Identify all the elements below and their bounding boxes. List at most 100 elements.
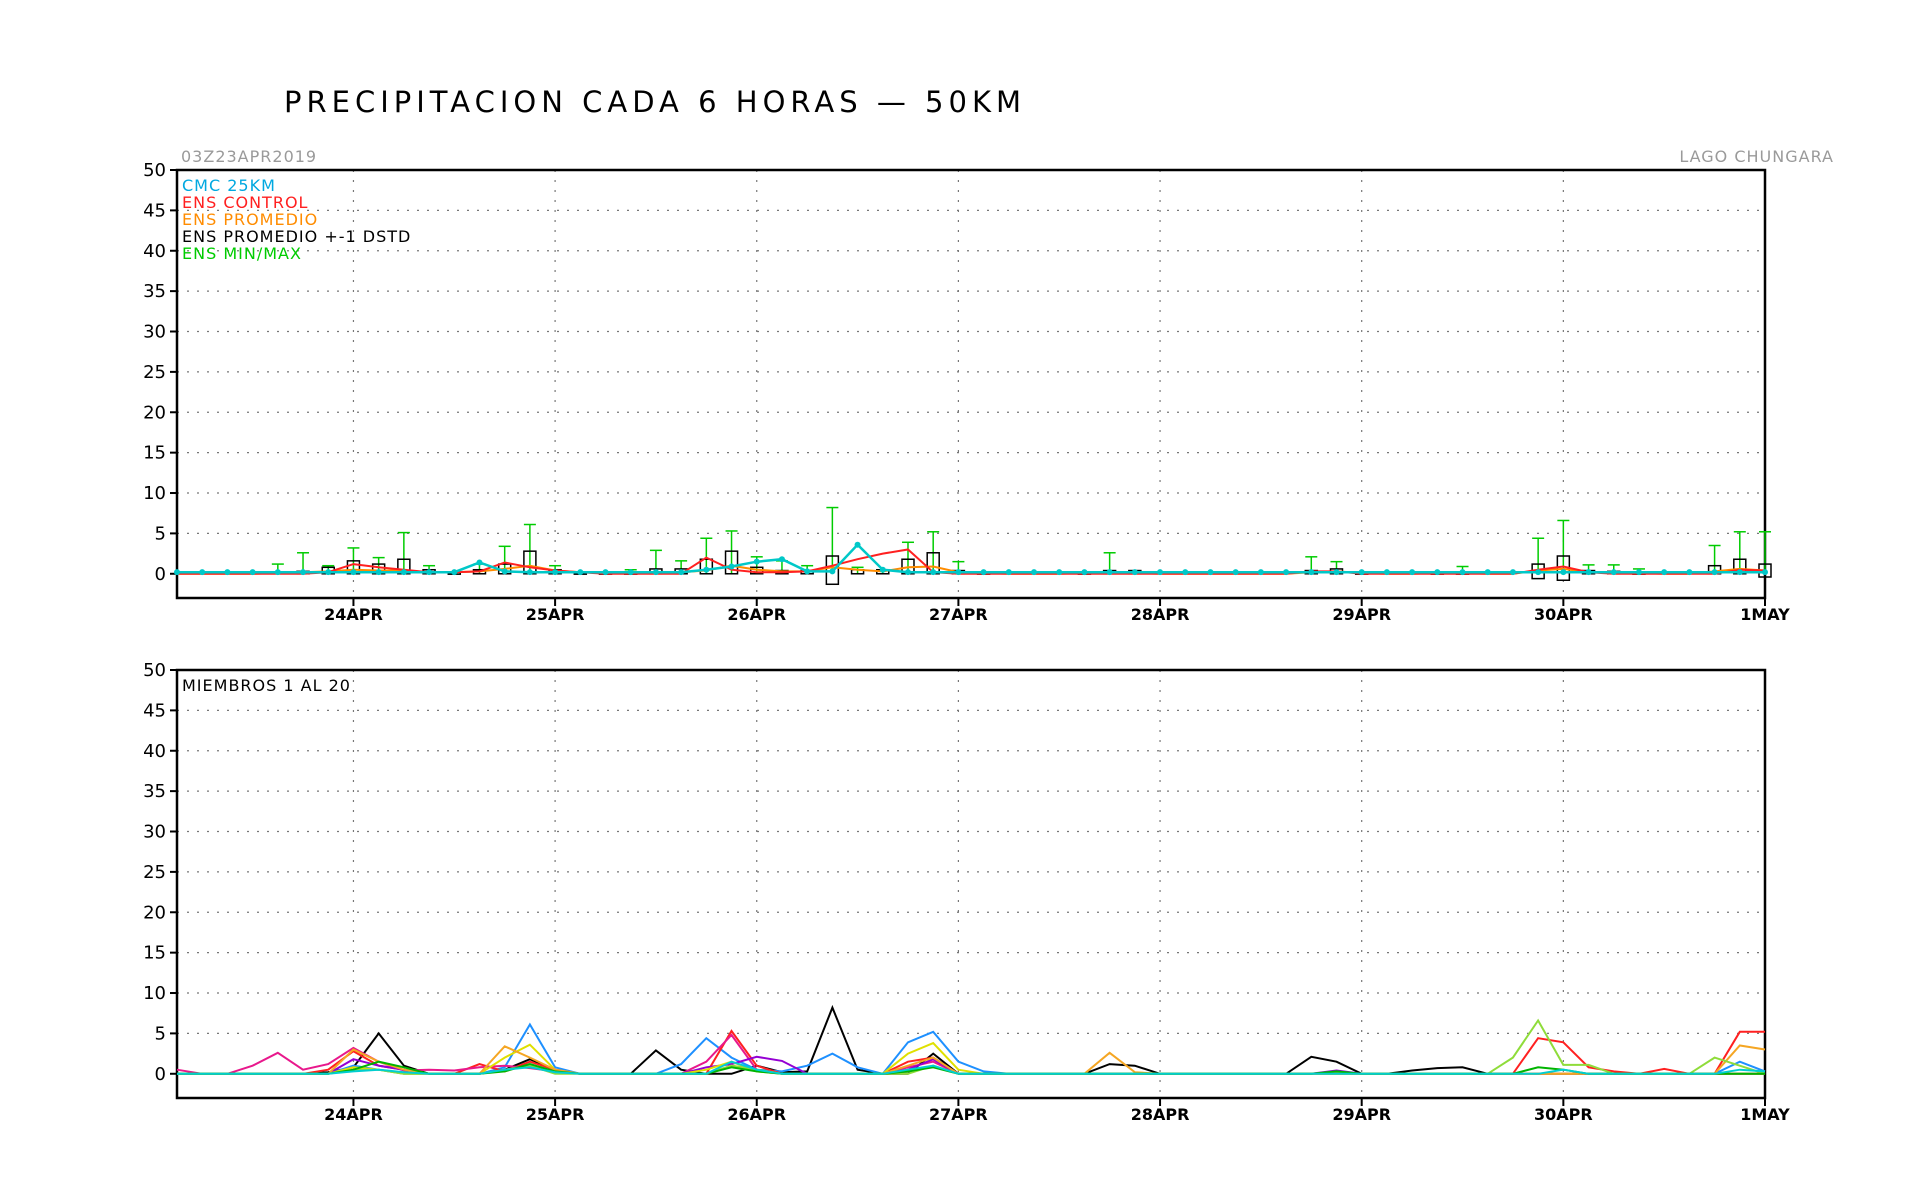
member-line-2 xyxy=(177,1022,1766,1075)
cmc-point xyxy=(804,568,811,575)
x-tick-label: 27APR xyxy=(929,1105,988,1124)
cmc-point xyxy=(703,566,710,573)
series-ens-control-line xyxy=(177,548,1766,575)
y-tick-label: 20 xyxy=(143,902,166,923)
y-tick-label: 45 xyxy=(143,200,166,221)
cmc-point xyxy=(1535,569,1542,576)
cmc-point xyxy=(1333,569,1340,576)
cmc-point xyxy=(1459,569,1466,576)
legend-promedio: ENS PROMEDIO xyxy=(182,210,318,229)
y-tick-label: 15 xyxy=(143,443,166,464)
cmc-point xyxy=(652,569,659,576)
cmc-point xyxy=(526,569,533,576)
cmc-point xyxy=(1182,569,1189,576)
cmc-point xyxy=(1409,569,1416,576)
x-tick-label: 26APR xyxy=(727,605,786,624)
y-tick-label: 0 xyxy=(155,1064,166,1085)
y-tick-label: 50 xyxy=(143,160,166,181)
legend-dstd: ENS PROMEDIO +-1 DSTD xyxy=(182,227,411,246)
x-tick-label: 1MAY xyxy=(1740,1105,1790,1124)
y-tick-label: 10 xyxy=(143,983,166,1004)
y-tick-label: 40 xyxy=(143,741,166,762)
cmc-point xyxy=(1661,569,1668,576)
x-tick-label: 1MAY xyxy=(1740,605,1790,624)
y-tick-label: 35 xyxy=(143,281,166,302)
series-cmc-line xyxy=(177,542,1765,574)
x-tick-label: 25APR xyxy=(526,1105,585,1124)
cmc-point xyxy=(1257,569,1264,576)
cmc-point xyxy=(199,569,206,576)
x-tick-label: 27APR xyxy=(929,605,988,624)
y-tick-label: 30 xyxy=(143,822,166,843)
cmc-point xyxy=(325,569,332,576)
cmc-point xyxy=(879,566,886,573)
legend-control: ENS CONTROL xyxy=(182,193,308,212)
legend-cmc: CMC 25KM xyxy=(182,176,276,195)
cmc-point xyxy=(678,569,685,576)
location-label: LAGO CHUNGARA xyxy=(1679,147,1834,166)
cmc-point xyxy=(451,569,458,576)
cmc-point xyxy=(1711,569,1718,576)
cmc-point xyxy=(1383,569,1390,576)
cmc-point xyxy=(627,569,634,576)
cmc-point xyxy=(174,569,180,576)
y-tick-label: 25 xyxy=(143,362,166,383)
init-time-label: 03Z23APR2019 xyxy=(181,147,317,166)
cmc-point xyxy=(552,569,559,576)
x-tick-label: 29APR xyxy=(1332,1105,1391,1124)
cmc-point xyxy=(476,559,483,566)
x-tick-label: 28APR xyxy=(1131,1105,1190,1124)
cmc-point xyxy=(1131,569,1138,576)
x-tick-label: 25APR xyxy=(526,605,585,624)
y-tick-label: 5 xyxy=(155,1023,166,1044)
y-tick-label: 50 xyxy=(143,660,166,681)
plot-frame xyxy=(175,168,1767,600)
cmc-point xyxy=(1635,569,1642,576)
legend-minmax: ENS MIN/MAX xyxy=(182,244,302,263)
cmc-point xyxy=(854,541,861,548)
y-tick-label: 5 xyxy=(155,523,166,544)
cmc-point xyxy=(1157,569,1164,576)
y-tick-label: 15 xyxy=(143,943,166,964)
cmc-point xyxy=(1434,569,1441,576)
cmc-point xyxy=(501,568,508,575)
cmc-point xyxy=(1081,569,1088,576)
cmc-point xyxy=(1509,569,1516,576)
cmc-point xyxy=(1308,569,1315,576)
cmc-point xyxy=(602,569,609,576)
members-annotation: MIEMBROS 1 AL 20 xyxy=(182,676,351,695)
x-tick-label: 29APR xyxy=(1332,605,1391,624)
cmc-point xyxy=(1005,569,1012,576)
cmc-point xyxy=(426,569,433,576)
y-tick-label: 25 xyxy=(143,862,166,883)
x-tick-label: 26APR xyxy=(727,1105,786,1124)
dstd-box xyxy=(699,558,714,575)
cmc-point xyxy=(274,569,281,576)
cmc-point xyxy=(1585,569,1592,576)
legend: CMC 25KM ENS CONTROL ENS PROMEDIO ENS PR… xyxy=(182,176,411,263)
x-tick-label: 28APR xyxy=(1131,605,1190,624)
x-tick-label: 30APR xyxy=(1534,1105,1593,1124)
cmc-point xyxy=(1686,569,1693,576)
cmc-point xyxy=(1232,569,1239,576)
cmc-point xyxy=(350,569,357,576)
cmc-point xyxy=(980,569,987,576)
y-tick-label: 30 xyxy=(143,322,166,343)
cmc-point xyxy=(1560,569,1567,576)
y-tick-label: 10 xyxy=(143,483,166,504)
y-tick-label: 35 xyxy=(143,781,166,802)
cmc-point xyxy=(1358,569,1365,576)
dstd-box xyxy=(724,550,739,575)
y-tick-label: 45 xyxy=(143,700,166,721)
cmc-point xyxy=(224,569,231,576)
dstd-box xyxy=(825,555,840,586)
member-line-10 xyxy=(177,1060,1766,1075)
cmc-point xyxy=(1762,569,1768,576)
cmc-point xyxy=(1106,569,1113,576)
cmc-point xyxy=(400,569,407,576)
cmc-point xyxy=(1484,569,1491,576)
x-tick-label: 24APR xyxy=(324,605,383,624)
cmc-point xyxy=(1610,569,1617,576)
cmc-point xyxy=(1031,569,1038,576)
